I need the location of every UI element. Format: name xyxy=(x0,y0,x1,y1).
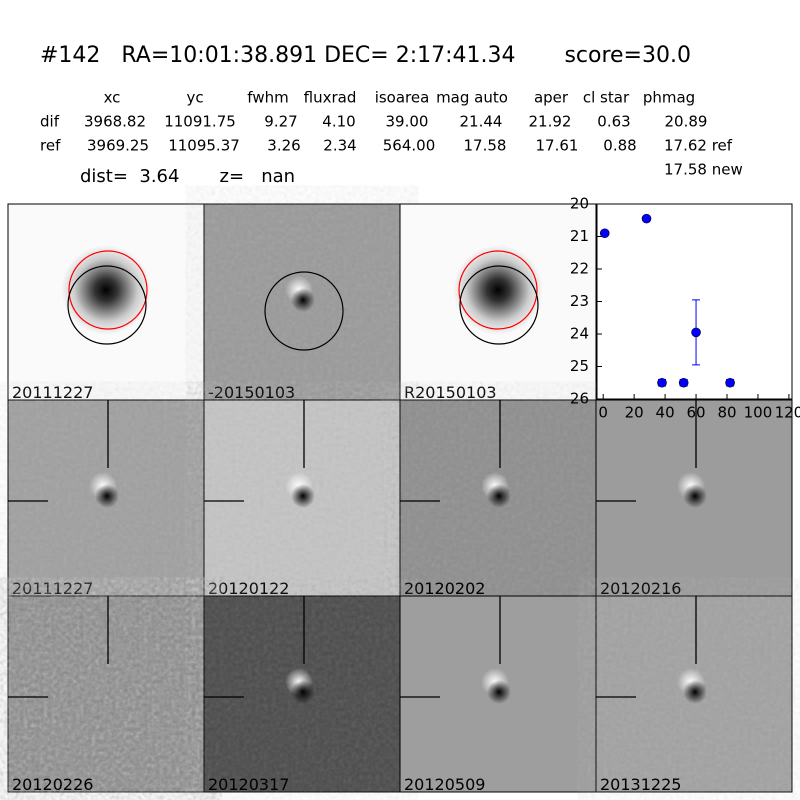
table-cell: 11091.75 xyxy=(164,113,236,131)
star xyxy=(61,245,151,335)
table-cell: 3.26 xyxy=(267,137,300,155)
y-tick-label: 20 xyxy=(570,195,589,213)
table-cell: 11095.37 xyxy=(168,137,240,155)
det-circle xyxy=(67,265,147,345)
blob-black xyxy=(291,288,315,312)
panel-label: 20120509 xyxy=(404,775,485,794)
y-tick-label: 25 xyxy=(570,357,589,375)
image-panel: 20120509 xyxy=(399,595,597,794)
panel-label: 20120317 xyxy=(208,775,289,794)
point xyxy=(725,377,735,388)
image-panel: 20111227 xyxy=(7,399,205,598)
column-header: fwhm xyxy=(247,89,288,107)
plot-area xyxy=(596,203,793,400)
det-circle xyxy=(459,265,539,345)
x-tick-label: 120 xyxy=(775,404,800,422)
column-header: phmag xyxy=(643,89,695,107)
y-tick-label: 26 xyxy=(570,390,589,408)
panel-label: -20150103 xyxy=(208,383,295,402)
panel-label: 20111227 xyxy=(12,383,93,402)
image-panel: 20120202 xyxy=(399,399,597,598)
table-cell: 3968.82 xyxy=(84,113,146,131)
image-panel: -20150103 xyxy=(203,203,401,402)
image-panel: 20120317 xyxy=(203,595,401,794)
dist: dist= 3.64 z= nan xyxy=(80,166,295,187)
title: #142 RA=10:01:38.891 DEC= 2:17:41.34 sco… xyxy=(40,43,691,68)
table-cell: 17.61 xyxy=(536,137,579,155)
table-cell: 4.10 xyxy=(322,113,355,131)
table-cell: 564.00 xyxy=(383,137,436,155)
panel-label: 20120202 xyxy=(404,579,485,598)
table-cell: 20.89 xyxy=(665,113,708,131)
point xyxy=(678,377,689,388)
blob-black xyxy=(291,484,315,508)
table-cell: 21.44 xyxy=(460,113,503,131)
blob-black xyxy=(291,680,315,704)
column-header: aper xyxy=(534,89,569,107)
x-tick-label: 20 xyxy=(625,404,644,422)
blob-black xyxy=(95,484,119,508)
column-header: fluxrad xyxy=(304,89,357,107)
x-tick-label: 40 xyxy=(656,404,675,422)
blob-black xyxy=(487,484,511,508)
blob-black xyxy=(683,484,707,508)
blob-black xyxy=(683,680,707,704)
image-panel: 20111227 xyxy=(7,203,205,402)
x-tick-label: 0 xyxy=(598,404,608,422)
image-panel: 20120122 xyxy=(203,399,401,598)
table-cell: dif xyxy=(40,113,60,131)
det-circle xyxy=(264,271,344,351)
y-tick-label: 21 xyxy=(570,227,589,245)
image-panel: 20120216 xyxy=(595,399,793,598)
phmag-new: 17.58 new xyxy=(664,161,743,179)
x-tick-label: 60 xyxy=(687,404,706,422)
ref-circle xyxy=(458,250,538,330)
column-header: isoarea xyxy=(375,89,430,107)
star xyxy=(453,245,543,335)
panel-label: 20120226 xyxy=(12,775,93,794)
column-header: yc xyxy=(186,89,203,107)
table-cell: 21.92 xyxy=(529,113,572,131)
point xyxy=(599,228,610,239)
table-cell: 0.88 xyxy=(603,137,636,155)
panel-label: 20120216 xyxy=(600,579,681,598)
blob-black xyxy=(487,680,511,704)
table-cell: 17.62 ref xyxy=(664,137,733,155)
point xyxy=(657,377,667,388)
table-cell: 0.63 xyxy=(597,113,630,131)
table-cell: 3969.25 xyxy=(87,137,149,155)
x-tick-label: 80 xyxy=(717,404,736,422)
y-tick-label: 24 xyxy=(570,325,589,343)
image-panel: 20120226 xyxy=(7,595,205,794)
panel-label: 20131225 xyxy=(600,775,681,794)
column-header: mag auto xyxy=(436,89,508,107)
y-tick-label: 22 xyxy=(570,260,589,278)
table-cell: 17.58 xyxy=(464,137,507,155)
ref-circle xyxy=(68,250,148,330)
panel-label: R20150103 xyxy=(404,383,497,402)
y-tick-label: 23 xyxy=(570,292,589,310)
x-tick-label: 100 xyxy=(744,404,773,422)
point xyxy=(691,327,701,338)
panel-label: 20120122 xyxy=(208,579,289,598)
image-panel: R20150103 xyxy=(399,203,597,402)
column-header: cl star xyxy=(583,89,630,107)
table-cell: 39.00 xyxy=(386,113,429,131)
table-cell: ref xyxy=(40,137,61,155)
table-cell: 2.34 xyxy=(323,137,356,155)
panel-noise xyxy=(9,597,203,791)
point xyxy=(641,213,652,224)
column-header: xc xyxy=(104,89,121,107)
image-panel: 20131225 xyxy=(595,595,793,794)
panel-label: 20111227 xyxy=(12,579,93,598)
table-cell: 9.27 xyxy=(264,113,297,131)
